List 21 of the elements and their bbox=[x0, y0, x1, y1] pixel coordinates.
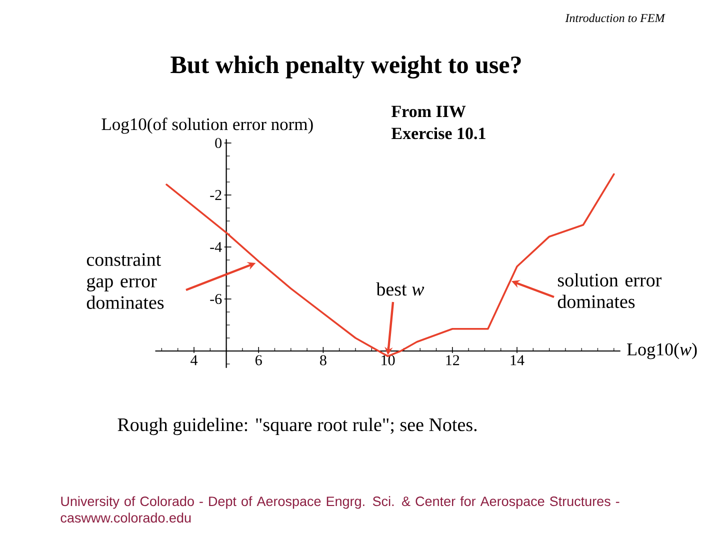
y-tick-label: 0 bbox=[215, 138, 222, 148]
text: University of Colorado - Dept of Aerospace Engrg. Sci. & Center for Aerospace Structures - caswww.colorado.edu bbox=[60, 496, 620, 523]
chart-title: But which penalty weight to use? bbox=[170, 56, 521, 79]
x-tick-label: 10 bbox=[382, 355, 395, 366]
x-tick-label: 14 bbox=[510, 355, 524, 366]
annotation: constraint gap error dominates bbox=[86, 253, 164, 309]
x-tick-label: 6 bbox=[256, 355, 262, 366]
x-tick-label: 8 bbox=[320, 355, 326, 366]
x-tick-label: 4 bbox=[190, 355, 198, 366]
annotation: best w bbox=[376, 282, 424, 296]
text: Rough guideline: "square root rule"; see Notes. bbox=[118, 418, 477, 436]
text: From IIW bbox=[392, 106, 466, 118]
annotation: Exercise 10.1 bbox=[392, 127, 486, 140]
y-tick-label: -4 bbox=[210, 242, 222, 252]
y-tick-label: -2 bbox=[210, 190, 222, 200]
y-axis-title: Log10(of solution error norm) bbox=[102, 118, 313, 134]
annotation: solution error dominates bbox=[558, 273, 662, 308]
text: Introduction to FEM bbox=[565, 14, 666, 22]
x-axis-title: Log10(w) bbox=[627, 342, 697, 360]
x-tick-label: 12 bbox=[446, 355, 460, 366]
y-tick-label: -6 bbox=[210, 294, 222, 304]
